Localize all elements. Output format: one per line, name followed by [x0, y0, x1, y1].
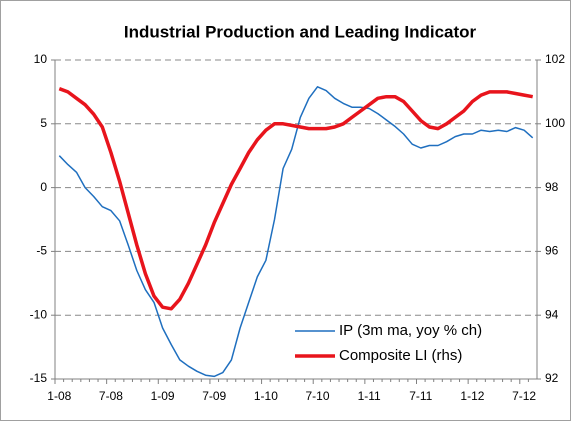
y-tick-label: -15	[30, 371, 48, 385]
y2-tick-label: 94	[545, 307, 559, 321]
x-tick-label: 1-12	[460, 389, 484, 403]
x-tick-label: 1-10	[254, 389, 278, 403]
y2-tick-label: 92	[545, 371, 559, 385]
y2-tick-label: 98	[545, 180, 559, 194]
line-series	[58, 86, 534, 378]
x-tick-label: 1-08	[47, 389, 71, 403]
y-tick-label: -5	[36, 244, 47, 258]
legend-label: IP (3m ma, yoy % ch)	[339, 322, 482, 339]
y-tick-label: -10	[30, 307, 48, 321]
x-tick-label: 1-11	[358, 389, 381, 403]
y-tick-label: 5	[40, 116, 47, 130]
chart-title: Industrial Production and Leading Indica…	[124, 22, 477, 41]
x-tick-label: 7-09	[202, 389, 226, 403]
y2-tick-label: 100	[545, 116, 565, 130]
y-tick-label: 10	[34, 52, 48, 66]
x-tick-label: 7-12	[512, 389, 536, 403]
x-tick-label: 1-09	[151, 389, 175, 403]
y2-tick-label: 102	[545, 52, 565, 66]
x-tick-label: 7-10	[306, 389, 330, 403]
x-tick-label: 7-11	[409, 389, 432, 403]
y2-tick-label: 96	[545, 244, 559, 258]
y-tick-label: 0	[40, 180, 47, 194]
line-series	[58, 87, 534, 311]
x-tick-label: 7-08	[99, 389, 123, 403]
legend-label: Composite LI (rhs)	[339, 347, 462, 364]
